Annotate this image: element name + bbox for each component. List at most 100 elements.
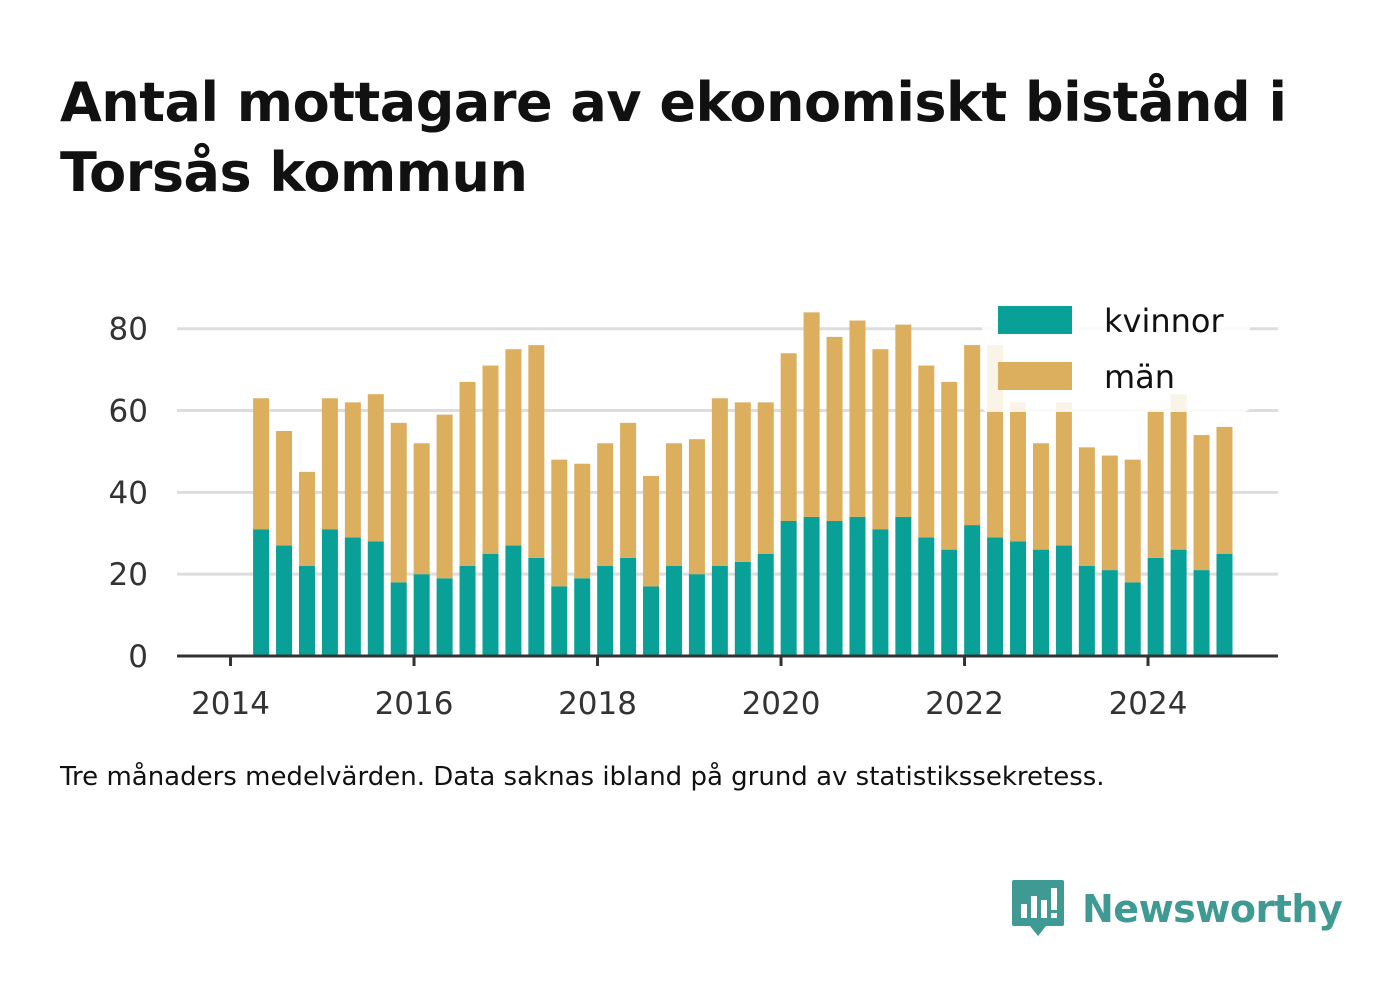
bar-kvinnor-2020-05 xyxy=(803,516,820,656)
bar-man-2016-11 xyxy=(482,365,499,554)
bar-kvinnor-2016-11 xyxy=(482,553,499,656)
x-tick-label-2022: 2022 xyxy=(925,686,1004,722)
y-tick-label-0: 0 xyxy=(128,639,148,675)
bar-man-2024-08 xyxy=(1193,435,1210,571)
bar-man-2015-02 xyxy=(321,398,338,530)
bar-man-2022-11 xyxy=(1032,443,1049,550)
x-tick-label-2020: 2020 xyxy=(742,686,821,722)
stacked-bar-chart: 0 20 40 60 80 2014 2016 2018 2020 2022 2024 kvinn… xyxy=(108,290,1278,722)
newsworthy-bar-chart-logo-icon xyxy=(1012,880,1064,936)
bar-kvinnor-2014-08 xyxy=(276,545,293,656)
chart-caption: Tre månaders medelvärden. Data saknas ib… xyxy=(60,762,1105,792)
bar-kvinnor-2023-02 xyxy=(1055,545,1072,656)
bar-man-2024-02 xyxy=(1147,410,1164,558)
bar-man-2020-08 xyxy=(826,336,843,521)
bar-kvinnor-2016-08 xyxy=(459,566,476,656)
bar-kvinnor-2014-11 xyxy=(298,566,315,656)
bar-kvinnor-2014-05 xyxy=(253,529,270,656)
bar-kvinnor-2020-02 xyxy=(780,521,797,656)
bar-kvinnor-2022-11 xyxy=(1032,549,1049,656)
bar-man-2014-11 xyxy=(298,471,315,566)
y-tick-label-40: 40 xyxy=(109,475,148,511)
bar-kvinnor-2024-02 xyxy=(1147,557,1164,656)
bar-kvinnor-2019-02 xyxy=(688,574,705,656)
bar-man-2021-11 xyxy=(941,381,958,550)
bar-kvinnor-2020-08 xyxy=(826,521,843,656)
bar-man-2015-11 xyxy=(390,422,407,583)
legend-label-kvinnor: kvinnor xyxy=(1104,302,1225,340)
bar-kvinnor-2018-02 xyxy=(597,566,614,656)
bar-man-2015-05 xyxy=(344,402,361,538)
bar-kvinnor-2024-08 xyxy=(1193,570,1210,656)
bar-man-2023-11 xyxy=(1124,459,1141,583)
bar-man-2021-08 xyxy=(918,365,935,538)
brand-logo[interactable]: Newsworthy xyxy=(1010,878,1343,940)
bar-man-2016-05 xyxy=(436,414,453,579)
bar-kvinnor-2017-02 xyxy=(505,545,522,656)
bar-man-2017-05 xyxy=(528,345,545,558)
bar-man-2014-08 xyxy=(276,431,293,546)
bar-man-2017-11 xyxy=(574,463,591,579)
x-axis: 2014 2016 2018 2020 2022 2024 xyxy=(177,654,1278,722)
bar-man-2019-11 xyxy=(757,402,774,554)
bar-kvinnor-2024-11 xyxy=(1216,553,1233,656)
bar-man-2015-08 xyxy=(367,394,384,542)
bar-man-2019-05 xyxy=(711,398,728,566)
y-axis: 0 20 40 60 80 xyxy=(109,312,148,675)
y-tick-label-60: 60 xyxy=(109,394,148,430)
legend-swatch-kvinnor xyxy=(998,306,1072,334)
bar-kvinnor-2022-05 xyxy=(987,537,1004,656)
y-tick-label-80: 80 xyxy=(109,312,148,348)
bar-kvinnor-2015-05 xyxy=(344,537,361,656)
bar-kvinnor-2018-11 xyxy=(665,566,682,656)
bar-kvinnor-2015-02 xyxy=(321,529,338,656)
bar-man-2019-08 xyxy=(734,402,751,562)
bar-man-2014-05 xyxy=(253,398,270,530)
bar-kvinnor-2023-08 xyxy=(1101,570,1118,656)
bar-kvinnor-2019-05 xyxy=(711,566,728,656)
bar-kvinnor-2021-11 xyxy=(941,549,958,656)
bar-kvinnor-2023-05 xyxy=(1078,566,1095,656)
bar-man-2021-02 xyxy=(872,349,889,530)
bar-man-2020-11 xyxy=(849,320,866,517)
bar-man-2023-05 xyxy=(1078,447,1095,566)
legend-label-man: män xyxy=(1104,358,1175,396)
bar-kvinnor-2019-11 xyxy=(757,553,774,656)
bar-man-2020-05 xyxy=(803,312,820,517)
bar-kvinnor-2021-02 xyxy=(872,529,889,656)
bar-kvinnor-2018-08 xyxy=(643,586,660,656)
bar-kvinnor-2017-11 xyxy=(574,578,591,656)
bar-man-2016-02 xyxy=(413,443,430,575)
bar-man-2022-08 xyxy=(1010,402,1027,542)
bar-kvinnor-2021-05 xyxy=(895,516,912,656)
bar-kvinnor-2019-08 xyxy=(734,561,751,656)
bar-man-2024-05 xyxy=(1170,394,1187,550)
bar-kvinnor-2021-08 xyxy=(918,537,935,656)
bar-man-2019-02 xyxy=(688,439,705,575)
bar-man-2023-02 xyxy=(1055,402,1072,546)
x-tick-label-2018: 2018 xyxy=(558,686,637,722)
bar-man-2018-08 xyxy=(643,476,660,587)
bar-kvinnor-2015-08 xyxy=(367,541,384,656)
chart-title: Antal mottagare av ekonomiskt bistånd i … xyxy=(60,71,1287,204)
bar-kvinnor-2016-05 xyxy=(436,578,453,656)
bar-man-2018-02 xyxy=(597,443,614,566)
bar-man-2020-02 xyxy=(780,353,797,521)
bar-man-2016-08 xyxy=(459,381,476,566)
brand-name: Newsworthy xyxy=(1082,887,1343,931)
legend-swatch-man xyxy=(998,362,1072,390)
bar-kvinnor-2023-11 xyxy=(1124,582,1141,656)
bar-man-2018-05 xyxy=(620,422,637,558)
bar-kvinnor-2020-11 xyxy=(849,516,866,656)
bar-man-2021-05 xyxy=(895,324,912,517)
bar-man-2023-08 xyxy=(1101,455,1118,571)
x-tick-label-2016: 2016 xyxy=(375,686,454,722)
bar-kvinnor-2022-02 xyxy=(964,525,981,656)
bar-kvinnor-2024-05 xyxy=(1170,549,1187,656)
bar-man-2017-02 xyxy=(505,349,522,546)
legend: kvinnor män xyxy=(982,290,1250,412)
x-tick-label-2024: 2024 xyxy=(1109,686,1188,722)
bar-kvinnor-2018-05 xyxy=(620,557,637,656)
bar-man-2022-02 xyxy=(964,345,981,526)
bar-man-2018-11 xyxy=(665,443,682,566)
